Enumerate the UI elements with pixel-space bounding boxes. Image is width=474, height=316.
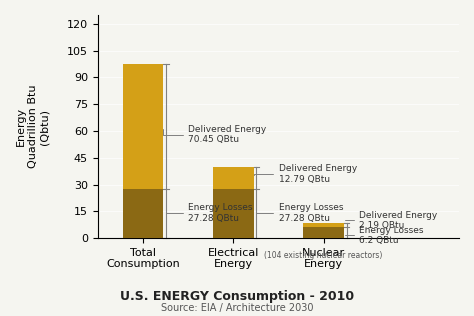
Bar bbox=[213, 167, 254, 189]
Text: U.S. ENERGY Consumption - 2010: U.S. ENERGY Consumption - 2010 bbox=[120, 290, 354, 303]
Text: Energy Losses
27.28 QBtu: Energy Losses 27.28 QBtu bbox=[256, 204, 343, 223]
Y-axis label: Energy
Quadrillion Btu
(Qbtu): Energy Quadrillion Btu (Qbtu) bbox=[16, 85, 49, 168]
Bar bbox=[123, 189, 163, 238]
Text: Energy Losses
6.2 QBtu: Energy Losses 6.2 QBtu bbox=[345, 226, 424, 245]
Bar bbox=[303, 223, 344, 227]
Text: Delivered Energy
2.19 QBtu: Delivered Energy 2.19 QBtu bbox=[345, 211, 438, 230]
Bar bbox=[123, 64, 163, 189]
Text: Energy Losses
27.28 QBtu: Energy Losses 27.28 QBtu bbox=[166, 204, 253, 223]
Bar bbox=[213, 189, 254, 238]
Text: Delivered Energy
70.45 QBtu: Delivered Energy 70.45 QBtu bbox=[163, 125, 267, 144]
Bar bbox=[303, 227, 344, 238]
Text: Delivered Energy
12.79 QBtu: Delivered Energy 12.79 QBtu bbox=[254, 164, 357, 184]
Text: (104 existing nuclear reactors): (104 existing nuclear reactors) bbox=[264, 252, 383, 260]
Text: Source: EIA / Architecture 2030: Source: EIA / Architecture 2030 bbox=[161, 303, 313, 313]
